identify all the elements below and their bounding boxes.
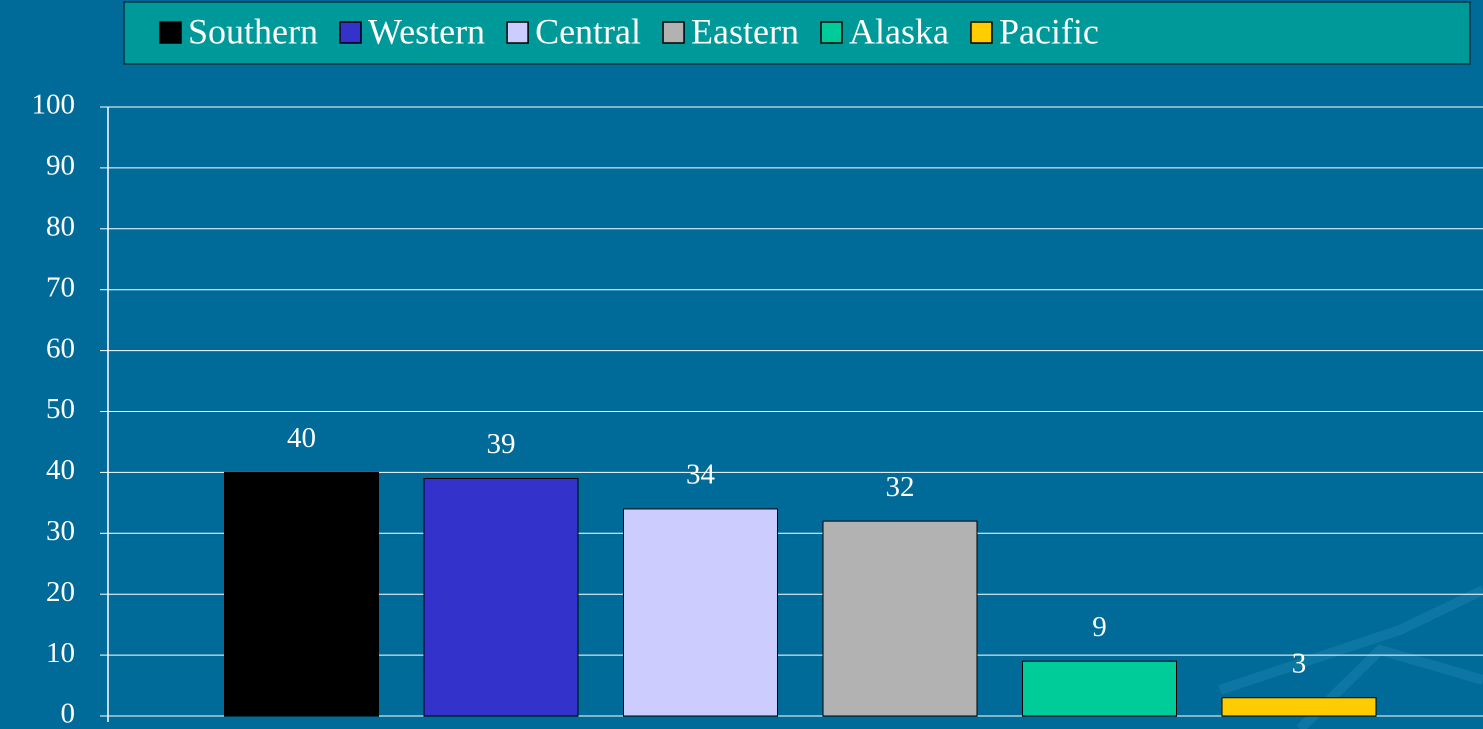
legend-label: Alaska [849, 11, 949, 51]
data-label: 9 [1092, 611, 1107, 643]
data-label: 34 [686, 459, 716, 491]
y-tick-label: 70 [46, 271, 75, 303]
data-label: 32 [886, 471, 915, 503]
legend-swatch [662, 21, 685, 44]
y-tick-label: 100 [32, 89, 76, 121]
bar [224, 471, 379, 717]
bar [1221, 697, 1377, 717]
y-tick-label: 30 [46, 515, 75, 547]
y-tick-label: 0 [61, 698, 76, 729]
data-label: 3 [1292, 647, 1307, 679]
legend-label: Southern [188, 11, 318, 51]
y-tick-label: 20 [46, 576, 75, 608]
y-tick-label: 10 [46, 637, 75, 669]
legend-swatch [159, 21, 182, 44]
legend-label: Central [535, 11, 641, 51]
bar [1022, 660, 1177, 717]
legend-label: Pacific [999, 11, 1099, 51]
y-tick-label: 40 [46, 454, 75, 486]
bar [822, 520, 978, 717]
legend-swatch [970, 21, 993, 44]
data-label: 40 [287, 422, 316, 454]
y-tick-label: 60 [46, 332, 75, 364]
y-tick-label: 90 [46, 150, 75, 182]
bar [623, 508, 778, 717]
y-tick-label: 80 [46, 210, 75, 242]
bar [423, 477, 579, 717]
data-label: 39 [487, 428, 516, 460]
legend-swatch [820, 21, 843, 44]
legend-swatch [339, 21, 362, 44]
legend-swatch [506, 21, 529, 44]
y-tick-label: 50 [46, 393, 75, 425]
legend-label: Western [368, 11, 485, 51]
legend-label: Eastern [691, 11, 799, 51]
